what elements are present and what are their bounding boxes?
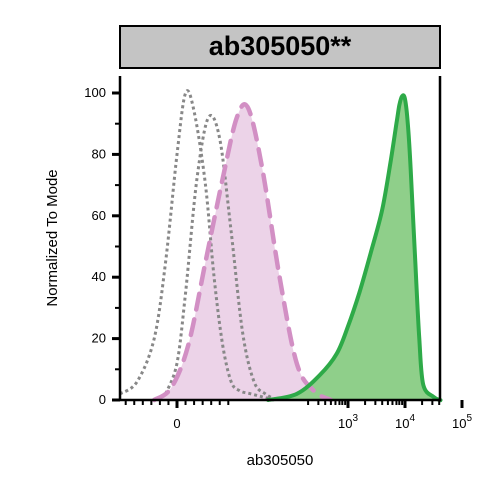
x-tick-label-3: 104 xyxy=(395,413,415,431)
x-tick-label-4: 105 xyxy=(452,413,472,431)
y-tick-label-0: 0 xyxy=(99,392,106,407)
series-1-line xyxy=(119,89,275,402)
x-axis: 0 103 104 105 xyxy=(124,400,472,431)
y-axis-label: Normalized To Mode xyxy=(44,169,61,306)
series-2-line xyxy=(164,113,278,402)
series-4-line xyxy=(266,93,443,403)
series-4-fill xyxy=(268,95,441,401)
series-3-line xyxy=(151,102,334,403)
x-axis-label: ab305050 xyxy=(247,452,314,469)
series-3-fill xyxy=(154,104,331,401)
y-tick-label-100: 100 xyxy=(84,85,106,100)
series-lines xyxy=(119,89,443,403)
x-tick-label-2: 103 xyxy=(338,413,358,431)
y-tick-label-60: 60 xyxy=(92,208,106,223)
chart-title: ab305050** xyxy=(209,31,352,61)
y-tick-label-20: 20 xyxy=(92,331,106,346)
plot-frame xyxy=(118,76,442,402)
title-box xyxy=(119,25,441,69)
x-tick-label-1: 0 xyxy=(173,416,180,431)
y-tick-label-80: 80 xyxy=(92,146,106,161)
y-axis: 0 20 40 60 80 100 xyxy=(84,85,120,407)
y-tick-label-40: 40 xyxy=(92,269,106,284)
series-fills xyxy=(154,95,441,401)
